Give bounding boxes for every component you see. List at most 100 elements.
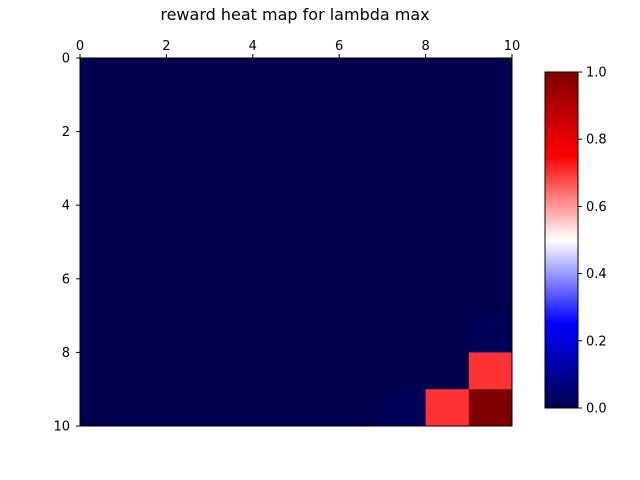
heatmap-cell-r2-c6	[339, 131, 383, 169]
heatmap-cell-r8-c4	[252, 352, 297, 390]
heatmap-cell-r2-c0	[80, 131, 124, 169]
heatmap-cell-r0-c8	[425, 58, 470, 96]
heatmap-cell-r1-c5	[296, 94, 340, 132]
heatmap-cell-r3-c1	[123, 168, 167, 206]
heatmap-cell-r1-c8	[425, 94, 470, 132]
colorbar-tick-label: 0.2	[586, 334, 607, 349]
heatmap-cell-r6-c8	[425, 278, 470, 316]
heatmap-cell-r0-c6	[339, 58, 383, 96]
colorbar-gradient	[544, 71, 579, 409]
heatmap-cell-r6-c9	[468, 278, 513, 316]
heatmap-cell-r4-c5	[296, 205, 340, 243]
heatmap-cell-r4-c3	[209, 205, 254, 243]
heatmap-cell-r9-c9	[468, 389, 513, 427]
heatmap-cell-r3-c6	[339, 168, 383, 206]
heatmap-cell-r6-c7	[382, 278, 426, 316]
colorbar-tick-label: 0.4	[586, 267, 607, 282]
heatmap-cell-r1-c6	[339, 94, 383, 132]
colorbar-tick-label: 0.8	[586, 133, 607, 148]
heatmap-cell-r4-c6	[339, 205, 383, 243]
heatmap-cell-r7-c8	[425, 315, 470, 353]
heatmap-cell-r2-c8	[425, 131, 470, 169]
heatmap-cell-r2-c9	[468, 131, 513, 169]
heatmap-cell-r5-c9	[468, 242, 513, 280]
heatmap-cell-r6-c0	[80, 278, 124, 316]
heatmap-cell-r5-c2	[166, 242, 210, 280]
heatmap-cell-r5-c4	[252, 242, 297, 280]
heatmap-cell-r4-c4	[252, 205, 297, 243]
heatmap-cell-r1-c1	[123, 94, 167, 132]
heatmap-cell-r2-c5	[296, 131, 340, 169]
heatmap-cell-r1-c2	[166, 94, 210, 132]
heatmap-cell-r0-c3	[209, 58, 254, 96]
y-tick-label: 4	[62, 199, 70, 214]
heatmap-cell-r7-c3	[209, 315, 254, 353]
heatmap-cell-r1-c3	[209, 94, 254, 132]
heatmap-cell-r5-c7	[382, 242, 426, 280]
x-tick-label: 10	[504, 39, 521, 54]
heatmap-cell-r7-c2	[166, 315, 210, 353]
heatmap-cell-r8-c3	[209, 352, 254, 390]
heatmap-cell-r0-c7	[382, 58, 426, 96]
heatmap-cell-r8-c2	[166, 352, 210, 390]
heatmap-cell-r3-c0	[80, 168, 124, 206]
heatmap-cell-r7-c7	[382, 315, 426, 353]
heatmap-cell-r5-c6	[339, 242, 383, 280]
heatmap-cell-r3-c9	[468, 168, 513, 206]
y-tick-label: 8	[62, 346, 70, 361]
heatmap-cell-r6-c1	[123, 278, 167, 316]
heatmap-cell-r2-c3	[209, 131, 254, 169]
heatmap-cell-r3-c5	[296, 168, 340, 206]
heatmap-cell-r4-c2	[166, 205, 210, 243]
heatmap-cell-r2-c1	[123, 131, 167, 169]
heatmap-cell-r5-c0	[80, 242, 124, 280]
heatmap-cell-r1-c0	[80, 94, 124, 132]
heatmap-cell-r0-c9	[468, 58, 513, 96]
heatmap-cell-r8-c7	[382, 352, 426, 390]
heatmap-cell-r0-c5	[296, 58, 340, 96]
heatmap-cell-r6-c5	[296, 278, 340, 316]
heatmap-cell-r7-c1	[123, 315, 167, 353]
plot-frame	[79, 57, 513, 427]
heatmap-cell-r7-c6	[339, 315, 383, 353]
heatmap-cell-r8-c8	[425, 352, 470, 390]
heatmap-cell-r9-c2	[166, 389, 210, 427]
heatmap-cell-r3-c2	[166, 168, 210, 206]
heatmap-cell-r8-c5	[296, 352, 340, 390]
heatmap-cell-r9-c5	[296, 389, 340, 427]
heatmap-cell-r4-c7	[382, 205, 426, 243]
heatmap-cell-r0-c2	[166, 58, 210, 96]
heatmap-cell-r3-c3	[209, 168, 254, 206]
heatmap-cell-r6-c6	[339, 278, 383, 316]
heatmap-cells	[80, 58, 513, 427]
heatmap-cell-r8-c9	[468, 352, 513, 390]
y-tick-label: 10	[53, 420, 70, 435]
heatmap-cell-r6-c4	[252, 278, 297, 316]
colorbar-tick-label: 0.6	[586, 200, 607, 215]
heatmap-cell-r8-c6	[339, 352, 383, 390]
heatmap-cell-r3-c7	[382, 168, 426, 206]
heatmap-cell-r9-c0	[80, 389, 124, 427]
heatmap-cell-r1-c7	[382, 94, 426, 132]
heatmap-cell-r5-c8	[425, 242, 470, 280]
heatmap-cell-r8-c1	[123, 352, 167, 390]
heatmap-cell-r5-c3	[209, 242, 254, 280]
heatmap-cell-r9-c8	[425, 389, 470, 427]
heatmap-cell-r7-c4	[252, 315, 297, 353]
x-tick-label: 2	[162, 39, 170, 54]
heatmap-cell-r9-c4	[252, 389, 297, 427]
heatmap-cell-r9-c1	[123, 389, 167, 427]
heatmap-cell-r7-c9	[468, 315, 513, 353]
y-tick-label: 0	[62, 52, 70, 67]
heatmap-cell-r2-c2	[166, 131, 210, 169]
heatmap-cell-r8-c0	[80, 352, 124, 390]
x-tick-label: 6	[335, 39, 343, 54]
heatmap-cell-r0-c0	[80, 58, 124, 96]
heatmap-cell-r6-c3	[209, 278, 254, 316]
x-tick-label: 4	[249, 39, 257, 54]
heatmap-cell-r0-c4	[252, 58, 297, 96]
heatmap-cell-r4-c9	[468, 205, 513, 243]
heatmap-cell-r1-c9	[468, 94, 513, 132]
